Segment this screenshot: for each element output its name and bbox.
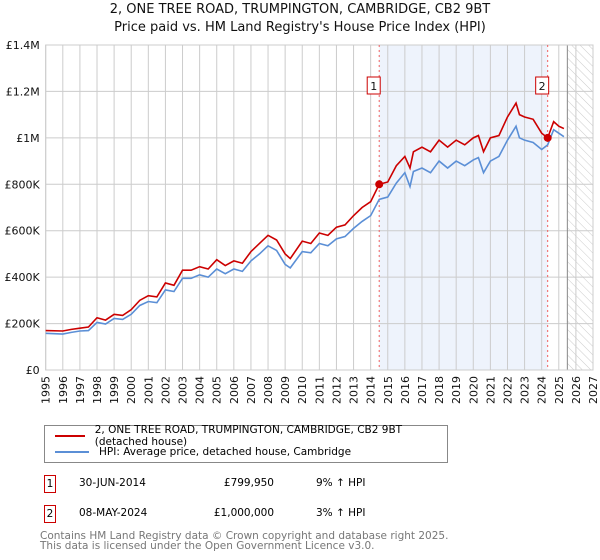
legend-item-hpi: HPI: Average price, detached house, Camb… — [55, 444, 351, 460]
x-tick-label: 1997 — [74, 376, 87, 404]
x-tick-label: 2021 — [484, 376, 497, 404]
plot-area: 1995 1996 1997 1998 1999 2000 2001 2002 2003 2004… — [4, 39, 600, 404]
legend-label: 2, ONE TREE ROAD, TRUMPINGTON, CAMBRIDGE… — [94, 424, 403, 448]
y-tick-label: £1.2M — [6, 85, 40, 98]
x-tick-label: 2027 — [587, 376, 600, 404]
hpi-line — [45, 124, 565, 335]
x-tick-label: 1999 — [108, 376, 121, 404]
x-tick-label: 2022 — [501, 376, 514, 404]
x-tick-label: 2006 — [228, 376, 241, 404]
sale-hpi: 9% ↑ HPI — [316, 477, 366, 489]
x-tick-label: 2001 — [142, 376, 155, 404]
x-tick-label: 2013 — [348, 376, 361, 404]
x-tick-label: 2011 — [313, 376, 326, 404]
x-tick-label: 2017 — [416, 376, 429, 404]
x-tick-label: 1998 — [91, 376, 104, 404]
sale-marker: 1 — [44, 475, 56, 493]
x-tick-label: 2019 — [450, 376, 463, 404]
footer-line: This data is licensed under the Open Gov… — [40, 540, 375, 552]
chart-subtitle: Price paid vs. HM Land Registry's House … — [114, 20, 486, 35]
x-tick-label: 1996 — [57, 376, 70, 404]
x-tick-label: 2012 — [330, 376, 343, 404]
ownership-shading — [379, 45, 548, 370]
x-tick-label: 2020 — [467, 376, 480, 404]
forecast-hatch — [567, 45, 593, 370]
x-tick-label: 2014 — [365, 376, 378, 404]
sale-date: 30-JUN-2014 — [79, 477, 146, 489]
x-tick-label: 2002 — [159, 376, 172, 404]
sale-label: 2 — [539, 80, 546, 93]
plot-border — [45, 44, 594, 371]
legend-label: HPI: Average price, detached house, Camb… — [99, 446, 352, 458]
x-tick-label: 2008 — [262, 376, 275, 404]
sale-point — [375, 180, 384, 189]
sale-price: £1,000,000 — [213, 507, 274, 519]
y-tick-label: £200K — [4, 318, 40, 331]
footer: Contains HM Land Registry data © Crown c… — [40, 530, 449, 552]
sale-label: 1 — [370, 80, 377, 93]
legend-item-property: 2, ONE TREE ROAD, TRUMPINGTON, CAMBRIDGE… — [55, 424, 447, 448]
x-tick-label: 2023 — [519, 376, 532, 404]
legend: 2, ONE TREE ROAD, TRUMPINGTON, CAMBRIDGE… — [44, 424, 448, 463]
x-tick-label: 2010 — [296, 376, 309, 404]
x-tick-label: 2016 — [399, 376, 412, 404]
y-tick-label: £1M — [16, 132, 40, 145]
y-tick-label: £400K — [4, 271, 40, 284]
x-tick-label: 2003 — [177, 376, 190, 404]
x-tick-label: 2025 — [553, 376, 566, 404]
price-paid-line — [45, 101, 565, 332]
x-tick-label: 2026 — [570, 376, 583, 404]
y-tick-label: £1.4M — [6, 39, 40, 52]
sale-label-box — [366, 76, 381, 95]
y-tick-label: £800K — [4, 178, 40, 191]
x-tick-label: 2015 — [382, 376, 395, 404]
x-tick-label: 1995 — [40, 376, 53, 404]
sale-marker: 2 — [44, 505, 56, 523]
x-tick-label: 2000 — [125, 376, 138, 404]
x-tick-label: 2009 — [279, 376, 292, 404]
x-tick-label: 2005 — [211, 376, 224, 404]
chart-title: 2, ONE TREE ROAD, TRUMPINGTON, CAMBRIDGE… — [109, 2, 491, 17]
x-tick-label: 2024 — [536, 376, 549, 404]
sale-hpi: 3% ↑ HPI — [316, 507, 366, 519]
y-tick-label: £600K — [4, 225, 40, 238]
y-tick-label: £0 — [26, 364, 40, 377]
sale-price: £799,950 — [223, 477, 274, 489]
footer-line: Contains HM Land Registry data © Crown c… — [40, 530, 449, 542]
sale-point — [543, 133, 552, 142]
sale-label-box — [535, 76, 550, 95]
x-tick-label: 2018 — [433, 376, 446, 404]
sale-date: 08-MAY-2024 — [79, 507, 148, 519]
x-tick-label: 2004 — [194, 376, 207, 404]
x-tick-label: 2007 — [245, 376, 258, 404]
